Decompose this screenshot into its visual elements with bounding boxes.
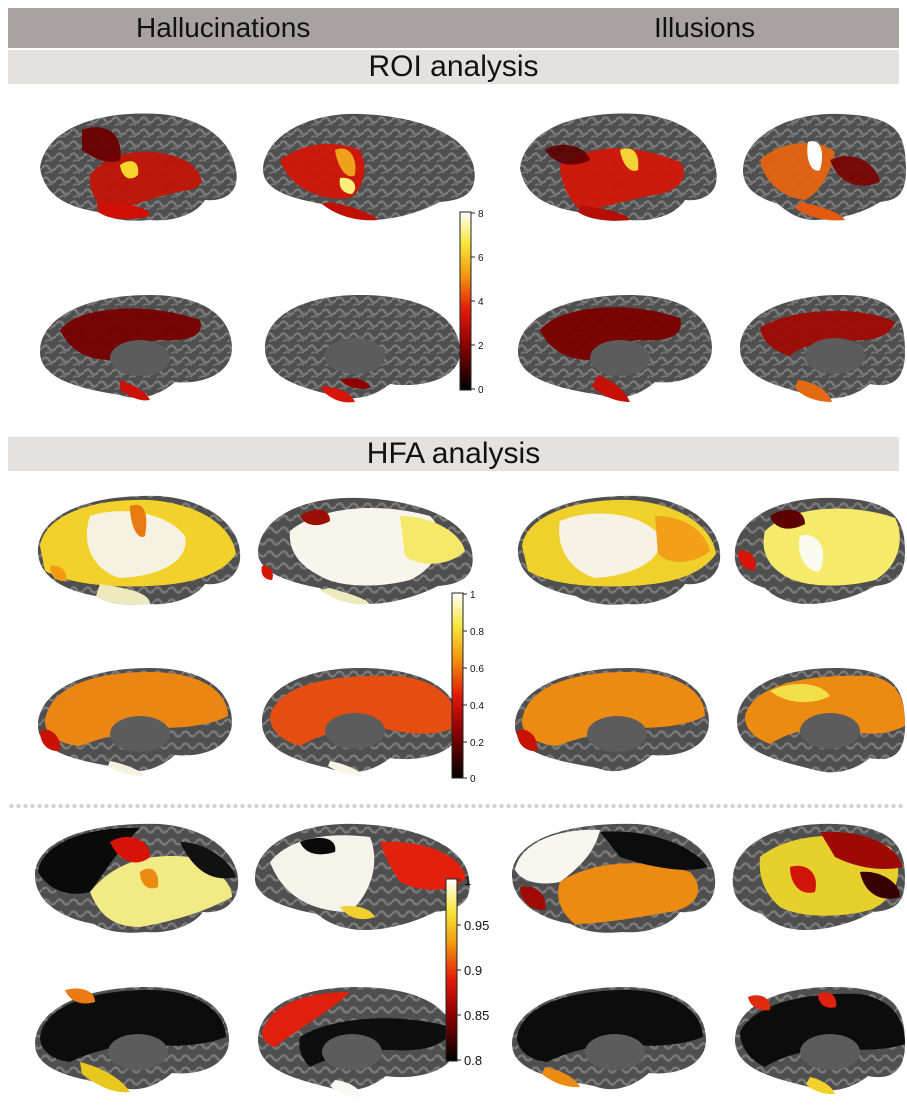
tick-label: 0.95 xyxy=(464,918,489,933)
brain-prob-halluc-left-medial xyxy=(35,987,229,1093)
colorbar-roi-ticks: 8 6 4 2 0 xyxy=(471,209,484,396)
brain-roi-illus-right-medial xyxy=(740,295,905,402)
tick-label: 8 xyxy=(478,209,484,220)
dotted-separator xyxy=(8,803,903,809)
colorbar-probability: 1 0.95 0.9 0.85 0.8 xyxy=(445,873,489,1068)
brain-hfa-halluc-left-lateral xyxy=(37,495,241,605)
tick-label: 0.85 xyxy=(464,1008,489,1023)
tick-label: 0 xyxy=(478,385,484,396)
colorbar-roi: 8 6 4 2 0 xyxy=(459,209,484,396)
brain-prob-illus-left-lateral xyxy=(511,823,716,933)
colorbar-probability-ticks: 1 0.95 0.9 0.85 0.8 xyxy=(457,873,489,1068)
brain-prob-halluc-left-lateral xyxy=(34,823,239,933)
roi-section-title: ROI analysis xyxy=(8,50,899,84)
brain-hfa-illus-left-medial xyxy=(515,668,709,772)
tick-label: 0.2 xyxy=(470,738,484,749)
brain-prob-illus-right-medial xyxy=(735,987,905,1095)
brain-roi-illus-right-lateral xyxy=(742,113,906,221)
brain-prob-illus-right-lateral xyxy=(732,823,905,930)
colorbar-hfa-ticks: 1 0.8 0.6 0.4 0.2 0 xyxy=(463,590,484,785)
illusions-label: Illusions xyxy=(654,12,756,43)
brain-prob-illus-left-medial xyxy=(512,987,706,1090)
brain-hfa-halluc-left-medial xyxy=(38,668,232,776)
brain-prob-halluc-right-lateral xyxy=(254,823,470,930)
colorbar-hfa: 1 0.8 0.6 0.4 0.2 0 xyxy=(451,590,484,785)
brain-roi-illus-left-lateral xyxy=(520,113,717,221)
tick-label: 0.8 xyxy=(464,1053,482,1068)
tick-label: 2 xyxy=(478,341,484,352)
brain-hfa-illus-left-lateral xyxy=(517,495,721,605)
tick-label: 1 xyxy=(470,590,476,601)
roi-panel: 8 6 4 2 0 xyxy=(40,113,906,403)
brain-roi-illus-left-medial xyxy=(518,295,712,402)
hfa-section-title: HFA analysis xyxy=(8,437,899,471)
tick-label: 0.9 xyxy=(464,963,482,978)
probability-panel: 1 0.95 0.9 0.85 0.8 xyxy=(34,823,905,1097)
brain-hfa-illus-right-lateral xyxy=(734,497,905,604)
column-header-band: Hallucinations Illusions xyxy=(8,8,899,48)
tick-label: 0.4 xyxy=(470,701,484,712)
tick-label: 1 xyxy=(464,873,471,888)
brain-roi-halluc-right-lateral xyxy=(262,113,475,221)
hallucinations-label: Hallucinations xyxy=(136,12,311,43)
tick-label: 0 xyxy=(470,774,476,785)
brain-hfa-halluc-right-medial xyxy=(262,668,460,776)
brain-roi-halluc-left-lateral xyxy=(40,113,237,221)
tick-label: 0.8 xyxy=(470,627,484,638)
tick-label: 4 xyxy=(478,297,484,308)
brain-roi-halluc-left-medial xyxy=(40,295,232,401)
brain-roi-halluc-right-medial xyxy=(265,295,460,403)
tick-label: 6 xyxy=(478,253,484,264)
tick-label: 0.6 xyxy=(470,664,484,675)
brain-hfa-halluc-right-lateral xyxy=(257,497,473,605)
brain-hfa-illus-right-medial xyxy=(737,668,905,773)
brain-prob-halluc-right-medial xyxy=(258,987,456,1097)
hfa-panel: 1 0.8 0.6 0.4 0.2 0 xyxy=(37,495,905,785)
